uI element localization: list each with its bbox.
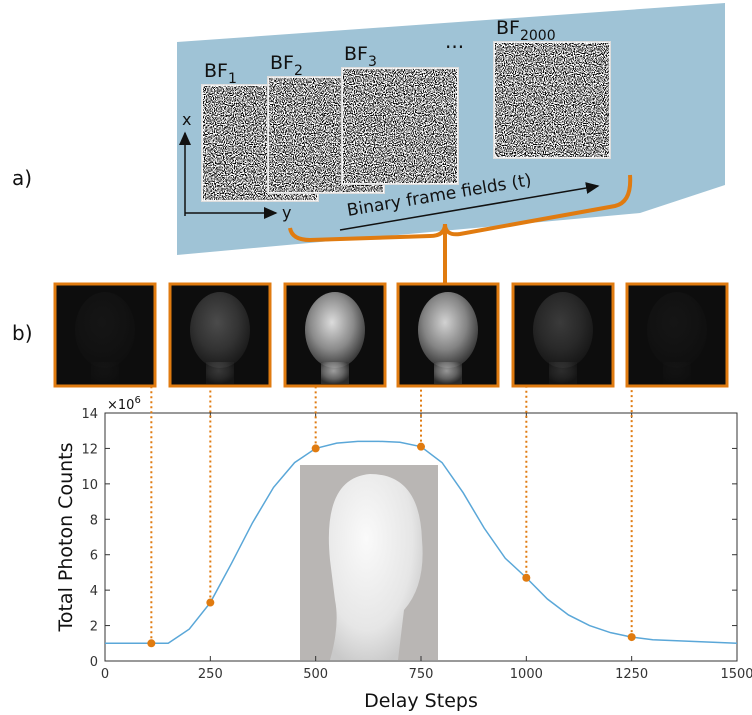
y-tick-label: 0 — [90, 655, 98, 670]
face — [75, 292, 135, 368]
marker — [147, 639, 155, 647]
neck — [206, 362, 234, 384]
y-tick-label: 10 — [81, 478, 98, 493]
y-tick-label: 12 — [81, 442, 98, 457]
y-axis-label: Total Photon Counts — [55, 442, 77, 632]
neck — [91, 362, 119, 384]
face — [305, 292, 365, 368]
frame-label-base: BF — [496, 17, 520, 39]
y-tick-label: 6 — [90, 549, 98, 564]
face — [190, 292, 250, 368]
neck — [663, 362, 691, 384]
axis-label: y — [282, 203, 291, 222]
neck — [321, 362, 349, 384]
marker — [628, 633, 636, 641]
neck — [434, 362, 462, 384]
y-multiplier: ×106 — [107, 395, 141, 413]
x-tick-label: 1000 — [510, 667, 543, 682]
panel-label: a) — [12, 166, 32, 190]
frame-label-base: BF — [204, 60, 228, 82]
marker — [522, 574, 530, 582]
frame-noise — [342, 68, 458, 184]
marker — [417, 443, 425, 451]
frame-label-sub: 2 — [294, 63, 303, 79]
y-multiplier-exp: 6 — [134, 395, 140, 406]
x-tick-label: 500 — [303, 667, 328, 682]
marker — [206, 599, 214, 607]
frame-label-base: BF — [270, 52, 294, 74]
face — [418, 292, 478, 368]
x-axis-label: Delay Steps — [364, 690, 478, 712]
figure: a) b) BF1BF2BF3BF2000 ... x y Binary fra… — [0, 0, 752, 715]
x-tick-label: 0 — [101, 667, 109, 682]
y-tick-label: 2 — [90, 620, 98, 635]
panel-label: b) — [12, 321, 33, 345]
thumbnail-row — [55, 284, 727, 386]
frame-label-sub: 1 — [228, 71, 237, 87]
face — [647, 292, 707, 368]
y-multiplier-base: ×10 — [107, 398, 134, 413]
frame-label-base: BF — [344, 43, 368, 65]
x-tick-label: 750 — [409, 667, 434, 682]
y-tick-label: 8 — [90, 513, 98, 528]
frame-noise — [494, 42, 610, 158]
x-tick-label: 1250 — [615, 667, 648, 682]
y-tick-label: 14 — [81, 407, 98, 422]
x-tick-label: 250 — [198, 667, 223, 682]
x-tick-label: 1500 — [720, 667, 752, 682]
frame-label-sub: 3 — [368, 54, 377, 70]
y-tick-label: 4 — [90, 584, 98, 599]
ellipsis: ... — [445, 29, 464, 53]
face — [533, 292, 593, 368]
neck — [549, 362, 577, 384]
axis-label: x — [182, 110, 191, 129]
marker — [312, 444, 320, 452]
frame-label-sub: 2000 — [520, 28, 556, 44]
